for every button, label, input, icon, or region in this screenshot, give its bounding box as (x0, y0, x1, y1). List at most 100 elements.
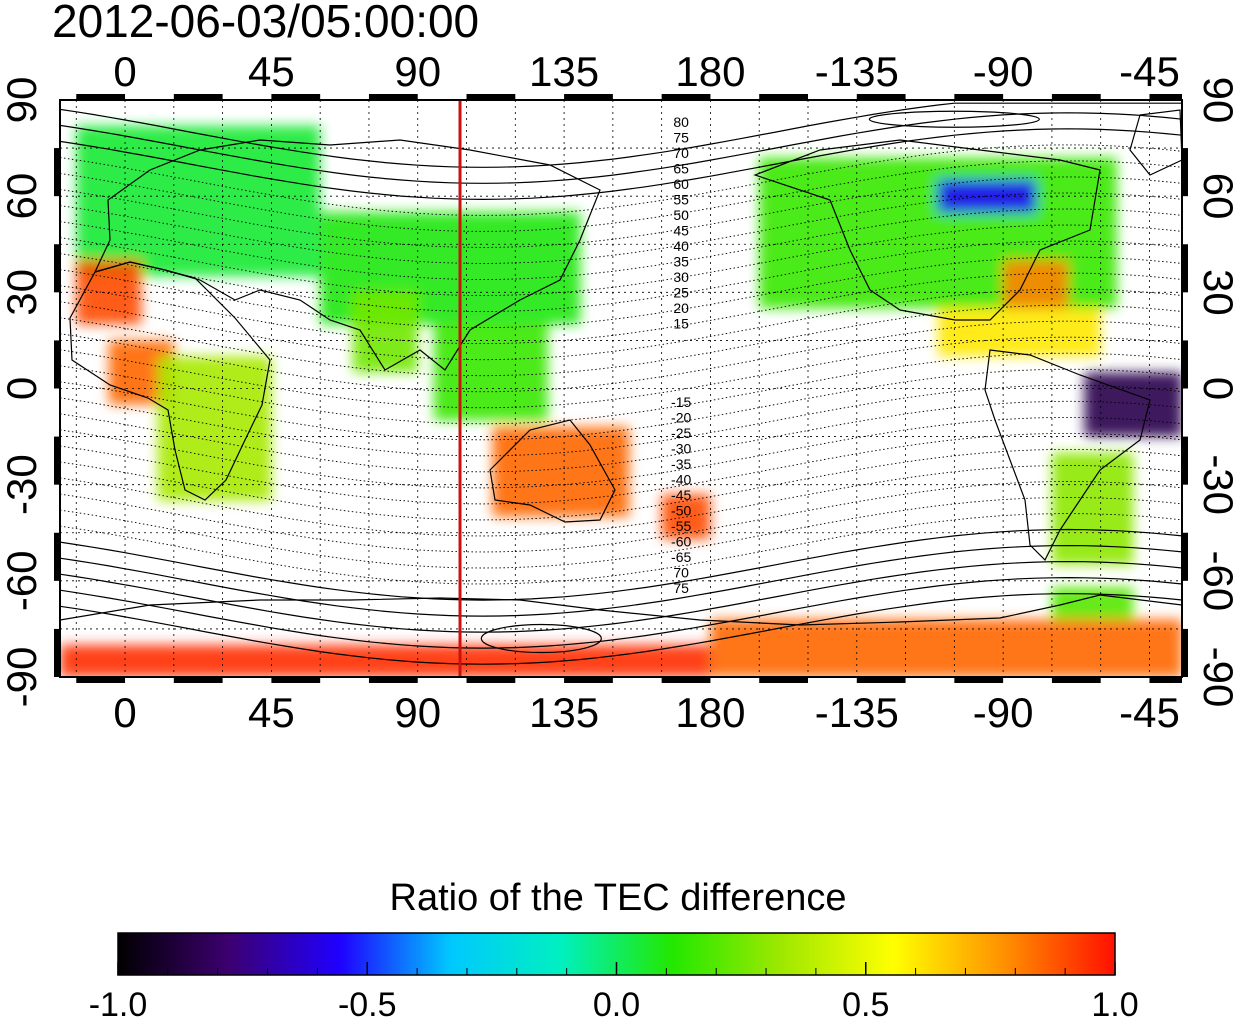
mlat-label-south: -45 (671, 487, 691, 503)
mlat-label-south: -25 (671, 425, 691, 441)
top-frame-band (661, 94, 711, 100)
bottom-frame-band (954, 677, 1004, 683)
bottom-frame-band (564, 677, 613, 683)
mlat-contour (60, 352, 1182, 425)
top-lon-tick-label: -135 (815, 48, 899, 95)
mlat-label-north: 40 (673, 238, 689, 254)
left-lat-tick-label: -30 (0, 454, 45, 515)
mlat-contour (60, 112, 1182, 184)
left-frame-band (54, 628, 60, 677)
mlat-contour (60, 400, 1182, 473)
left-frame-band (54, 148, 60, 197)
top-frame-band (271, 94, 321, 100)
mlat-contour (60, 544, 1182, 617)
right-lat-tick-label: 60 (1195, 173, 1240, 220)
top-longitude-axis: 0 45 90 135 180 -135 -90 -45 (113, 48, 1179, 95)
mlat-contour (60, 528, 1182, 601)
top-frame-band (564, 94, 613, 100)
tec-region-antarctica-west (710, 619, 1182, 677)
right-lat-tick-label: 0 (1195, 377, 1240, 400)
bottom-frame-band (1149, 677, 1182, 683)
colorbar-tick-label: 0.5 (842, 986, 889, 1024)
top-frame-band (76, 94, 126, 100)
frame-tick-bands (54, 94, 1188, 683)
mlat-label-south: -20 (671, 410, 691, 426)
mlat-contour (60, 192, 1182, 264)
bottom-lon-tick-label: -135 (815, 689, 899, 736)
mlat-label-south: -50 (671, 503, 691, 519)
tec-region-antarctica-peninsula (1051, 587, 1134, 620)
mlat-contour (60, 384, 1182, 457)
mlat-contour (60, 576, 1182, 649)
bottom-frame-band (661, 677, 711, 683)
bottom-longitude-axis: 0 45 90 135 180 -135 -90 -45 (113, 689, 1179, 736)
tec-region-caribbean (938, 308, 1101, 357)
left-frame-band (54, 436, 60, 485)
mlat-label-north: 15 (673, 316, 689, 332)
mlat-label-south: -65 (671, 549, 691, 565)
mlat-label-north: 30 (673, 269, 689, 285)
map-plot-area: 8075706560555045403530252015-15-20-25-30… (60, 100, 1182, 677)
mlat-label-south: -40 (671, 472, 691, 488)
mlat-contour (60, 593, 1182, 665)
top-lon-tick-label: 90 (394, 48, 441, 95)
top-lon-tick-label: 0 (113, 48, 136, 95)
south-magnetic-pole-contour (480, 623, 602, 654)
colorbar-tick-label: 0.0 (593, 986, 640, 1024)
coastline-australia (489, 419, 616, 523)
bottom-lon-tick-label: 90 (394, 689, 441, 736)
left-lat-tick-label: -90 (0, 647, 45, 708)
mlat-label-south: 70 (673, 565, 689, 581)
mlat-label-south: 75 (673, 580, 689, 596)
bottom-frame-band (1051, 677, 1101, 683)
mlat-contour (60, 513, 1182, 585)
right-frame-band (1182, 532, 1188, 581)
coastline-eurasia (93, 139, 601, 371)
colorbar-ticks: -1.0 -0.5 0.0 0.5 1.0 (89, 962, 1139, 1024)
bottom-frame-band (759, 677, 808, 683)
right-lat-tick-label: 90 (1195, 77, 1240, 124)
top-frame-band (1149, 94, 1182, 100)
mlat-contour (60, 288, 1182, 361)
left-lat-tick-label: 60 (0, 173, 45, 220)
coastline-south-america (984, 349, 1151, 562)
mlat-contour (60, 272, 1182, 345)
mlat-label-north: 20 (673, 300, 689, 316)
mlat-contour (60, 497, 1182, 569)
mlat-contour (60, 128, 1182, 201)
bottom-frame-band (466, 677, 516, 683)
coastline-antarctica (60, 594, 1182, 626)
left-latitude-axis: 90 60 30 0 -30 -60 -90 (0, 77, 45, 708)
mlat-contour (60, 336, 1182, 409)
mlat-contour (60, 240, 1182, 313)
bottom-frame-band (368, 677, 418, 683)
mlat-contour (60, 304, 1182, 377)
mlat-contour (60, 560, 1182, 633)
left-frame-band (54, 244, 60, 293)
tec-region-india (352, 292, 418, 373)
colorbar-tick-label: 1.0 (1091, 986, 1138, 1024)
mlat-contour (60, 224, 1182, 296)
mlat-label-north: 35 (673, 254, 689, 270)
tec-region-antarctica-east (60, 644, 711, 677)
mlat-contour (60, 144, 1182, 216)
bottom-frame-band (271, 677, 321, 683)
left-frame-band (54, 532, 60, 581)
bottom-lon-tick-label: -90 (973, 689, 1034, 736)
mlat-label-south: -15 (671, 394, 691, 410)
mlat-contour (60, 448, 1182, 521)
top-frame-band (954, 94, 1004, 100)
magnetic-latitude-contours (60, 102, 1182, 665)
left-lat-tick-label: 90 (0, 77, 45, 124)
mlat-contour (60, 481, 1182, 553)
top-lon-tick-label: 135 (529, 48, 599, 95)
north-magnetic-pole-contour (868, 110, 1040, 128)
mlat-label-north: 80 (673, 114, 689, 130)
bottom-lon-tick-label: 180 (675, 689, 745, 736)
top-frame-band (856, 94, 906, 100)
top-lon-tick-label: -45 (1119, 48, 1180, 95)
mlat-label-north: 50 (673, 207, 689, 223)
tec-region-se-asia (434, 324, 548, 421)
tec-region-central-africa (157, 356, 272, 501)
bottom-lon-tick-label: -45 (1119, 689, 1180, 736)
